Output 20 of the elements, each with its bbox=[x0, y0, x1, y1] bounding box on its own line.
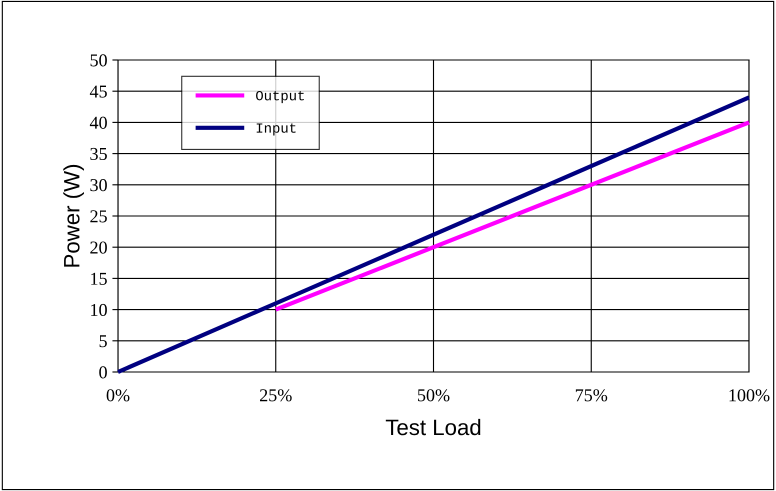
y-tick-label: 0 bbox=[99, 366, 107, 378]
x-tick-label: 100% bbox=[730, 389, 770, 402]
x-tick-label: 0% bbox=[106, 389, 130, 402]
legend-label: Input bbox=[256, 123, 296, 136]
y-tick-label: 50 bbox=[90, 54, 107, 66]
x-tick-label: 25% bbox=[260, 389, 292, 402]
y-axis-title: Power (W) bbox=[63, 164, 84, 267]
y-tick-label: 15 bbox=[91, 272, 107, 285]
x-tick-label: 50% bbox=[418, 389, 450, 402]
y-tick-label: 35 bbox=[90, 148, 107, 160]
x-axis-title: Test Load bbox=[386, 418, 480, 436]
x-tick-label: 75% bbox=[576, 389, 608, 402]
y-tick-label: 45 bbox=[90, 86, 107, 98]
y-tick-label: 20 bbox=[90, 241, 107, 254]
y-tick-label: 30 bbox=[90, 179, 107, 192]
legend-label: Output bbox=[256, 90, 304, 104]
y-tick-label: 10 bbox=[91, 304, 107, 316]
y-tick-label: 40 bbox=[90, 116, 107, 129]
y-tick-label: 25 bbox=[90, 210, 107, 222]
y-tick-label: 5 bbox=[100, 335, 107, 348]
